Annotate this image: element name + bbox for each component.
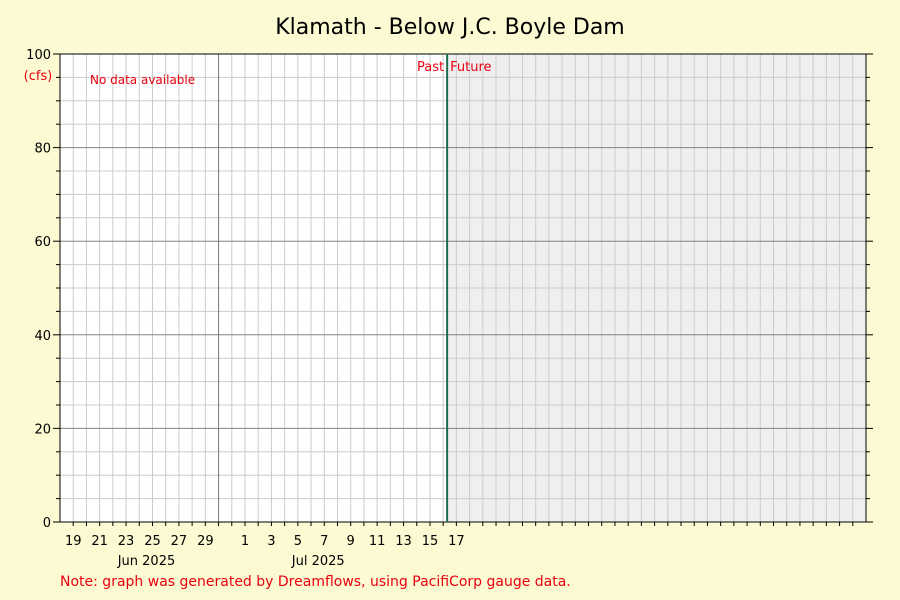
future-label: Future <box>450 60 491 75</box>
y-tick-label: 20 <box>34 422 51 437</box>
x-tick-label: 5 <box>294 534 302 549</box>
past-label: Past <box>417 60 444 75</box>
x-tick-label: 25 <box>144 534 161 549</box>
x-tick-label: 1 <box>241 534 249 549</box>
y-tick-label: 100 <box>26 48 51 63</box>
y-tick-label: 60 <box>34 235 51 250</box>
x-tick-label: 9 <box>347 534 355 549</box>
x-tick-label: 17 <box>448 534 465 549</box>
x-tick-label: 21 <box>91 534 108 549</box>
x-tick-label: 27 <box>171 534 188 549</box>
x-tick-label: 11 <box>369 534 386 549</box>
chart-title: Klamath - Below J.C. Boyle Dam <box>275 15 625 40</box>
x-tick-label: 15 <box>422 534 439 549</box>
month-label: Jul 2025 <box>291 554 345 569</box>
footer-note: Note: graph was generated by Dreamflows,… <box>60 574 571 590</box>
x-tick-label: 13 <box>395 534 412 549</box>
x-tick-label: 3 <box>267 534 275 549</box>
y-axis-label: (cfs) <box>24 69 53 84</box>
x-tick-label: 19 <box>65 534 82 549</box>
no-data-text: No data available <box>90 73 195 87</box>
y-tick-label: 0 <box>43 516 51 531</box>
x-tick-label: 29 <box>197 534 214 549</box>
x-tick-label: 7 <box>320 534 328 549</box>
y-tick-label: 40 <box>34 329 51 344</box>
x-tick-label: 23 <box>118 534 135 549</box>
y-tick-label: 80 <box>34 142 51 157</box>
month-label: Jun 2025 <box>117 554 176 569</box>
